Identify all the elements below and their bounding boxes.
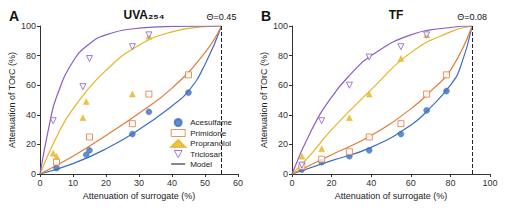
svg-text:20: 20 bbox=[278, 139, 288, 149]
svg-text:20: 20 bbox=[26, 139, 36, 149]
svg-text:40: 40 bbox=[366, 178, 376, 188]
svg-text:A: A bbox=[9, 8, 19, 24]
svg-text:20: 20 bbox=[101, 178, 111, 188]
svg-text:Θ=0.08: Θ=0.08 bbox=[457, 12, 487, 22]
svg-text:60: 60 bbox=[26, 80, 36, 90]
svg-text:80: 80 bbox=[278, 51, 288, 61]
svg-text:10: 10 bbox=[68, 178, 78, 188]
svg-text:Model: Model bbox=[190, 160, 212, 169]
svg-text:20: 20 bbox=[327, 178, 337, 188]
svg-text:40: 40 bbox=[278, 110, 288, 120]
svg-text:100: 100 bbox=[482, 178, 497, 188]
svg-text:100: 100 bbox=[21, 21, 36, 31]
svg-text:Θ=0.45: Θ=0.45 bbox=[207, 12, 237, 22]
svg-text:Primidone: Primidone bbox=[190, 128, 227, 138]
svg-text:40: 40 bbox=[167, 178, 177, 188]
svg-text:100: 100 bbox=[273, 21, 288, 31]
svg-text:Attenuation of TOrC (%): Attenuation of TOrC (%) bbox=[7, 52, 17, 148]
svg-text:UVA₂₅₄: UVA₂₅₄ bbox=[124, 8, 165, 22]
svg-text:Attenuation of TOrC (%): Attenuation of TOrC (%) bbox=[259, 52, 269, 148]
svg-text:0: 0 bbox=[289, 178, 294, 188]
svg-text:60: 60 bbox=[233, 178, 243, 188]
svg-text:B: B bbox=[261, 8, 271, 24]
svg-text:30: 30 bbox=[134, 178, 144, 188]
svg-text:TF: TF bbox=[389, 8, 404, 22]
svg-text:Acesulfame: Acesulfame bbox=[190, 118, 232, 127]
svg-text:Attenuation of surrogate (%): Attenuation of surrogate (%) bbox=[83, 191, 196, 201]
svg-text:50: 50 bbox=[200, 178, 210, 188]
svg-text:80: 80 bbox=[445, 178, 455, 188]
svg-text:Propranolol: Propranolol bbox=[190, 139, 231, 148]
svg-text:80: 80 bbox=[26, 51, 36, 61]
svg-text:0: 0 bbox=[31, 169, 36, 179]
svg-text:60: 60 bbox=[406, 178, 416, 188]
svg-text:0: 0 bbox=[37, 178, 42, 188]
svg-text:Attenuation of surrogate (%): Attenuation of surrogate (%) bbox=[335, 191, 448, 201]
svg-text:0: 0 bbox=[283, 169, 288, 179]
svg-text:40: 40 bbox=[26, 110, 36, 120]
svg-text:Triclosan: Triclosan bbox=[190, 150, 222, 159]
svg-text:60: 60 bbox=[278, 80, 288, 90]
